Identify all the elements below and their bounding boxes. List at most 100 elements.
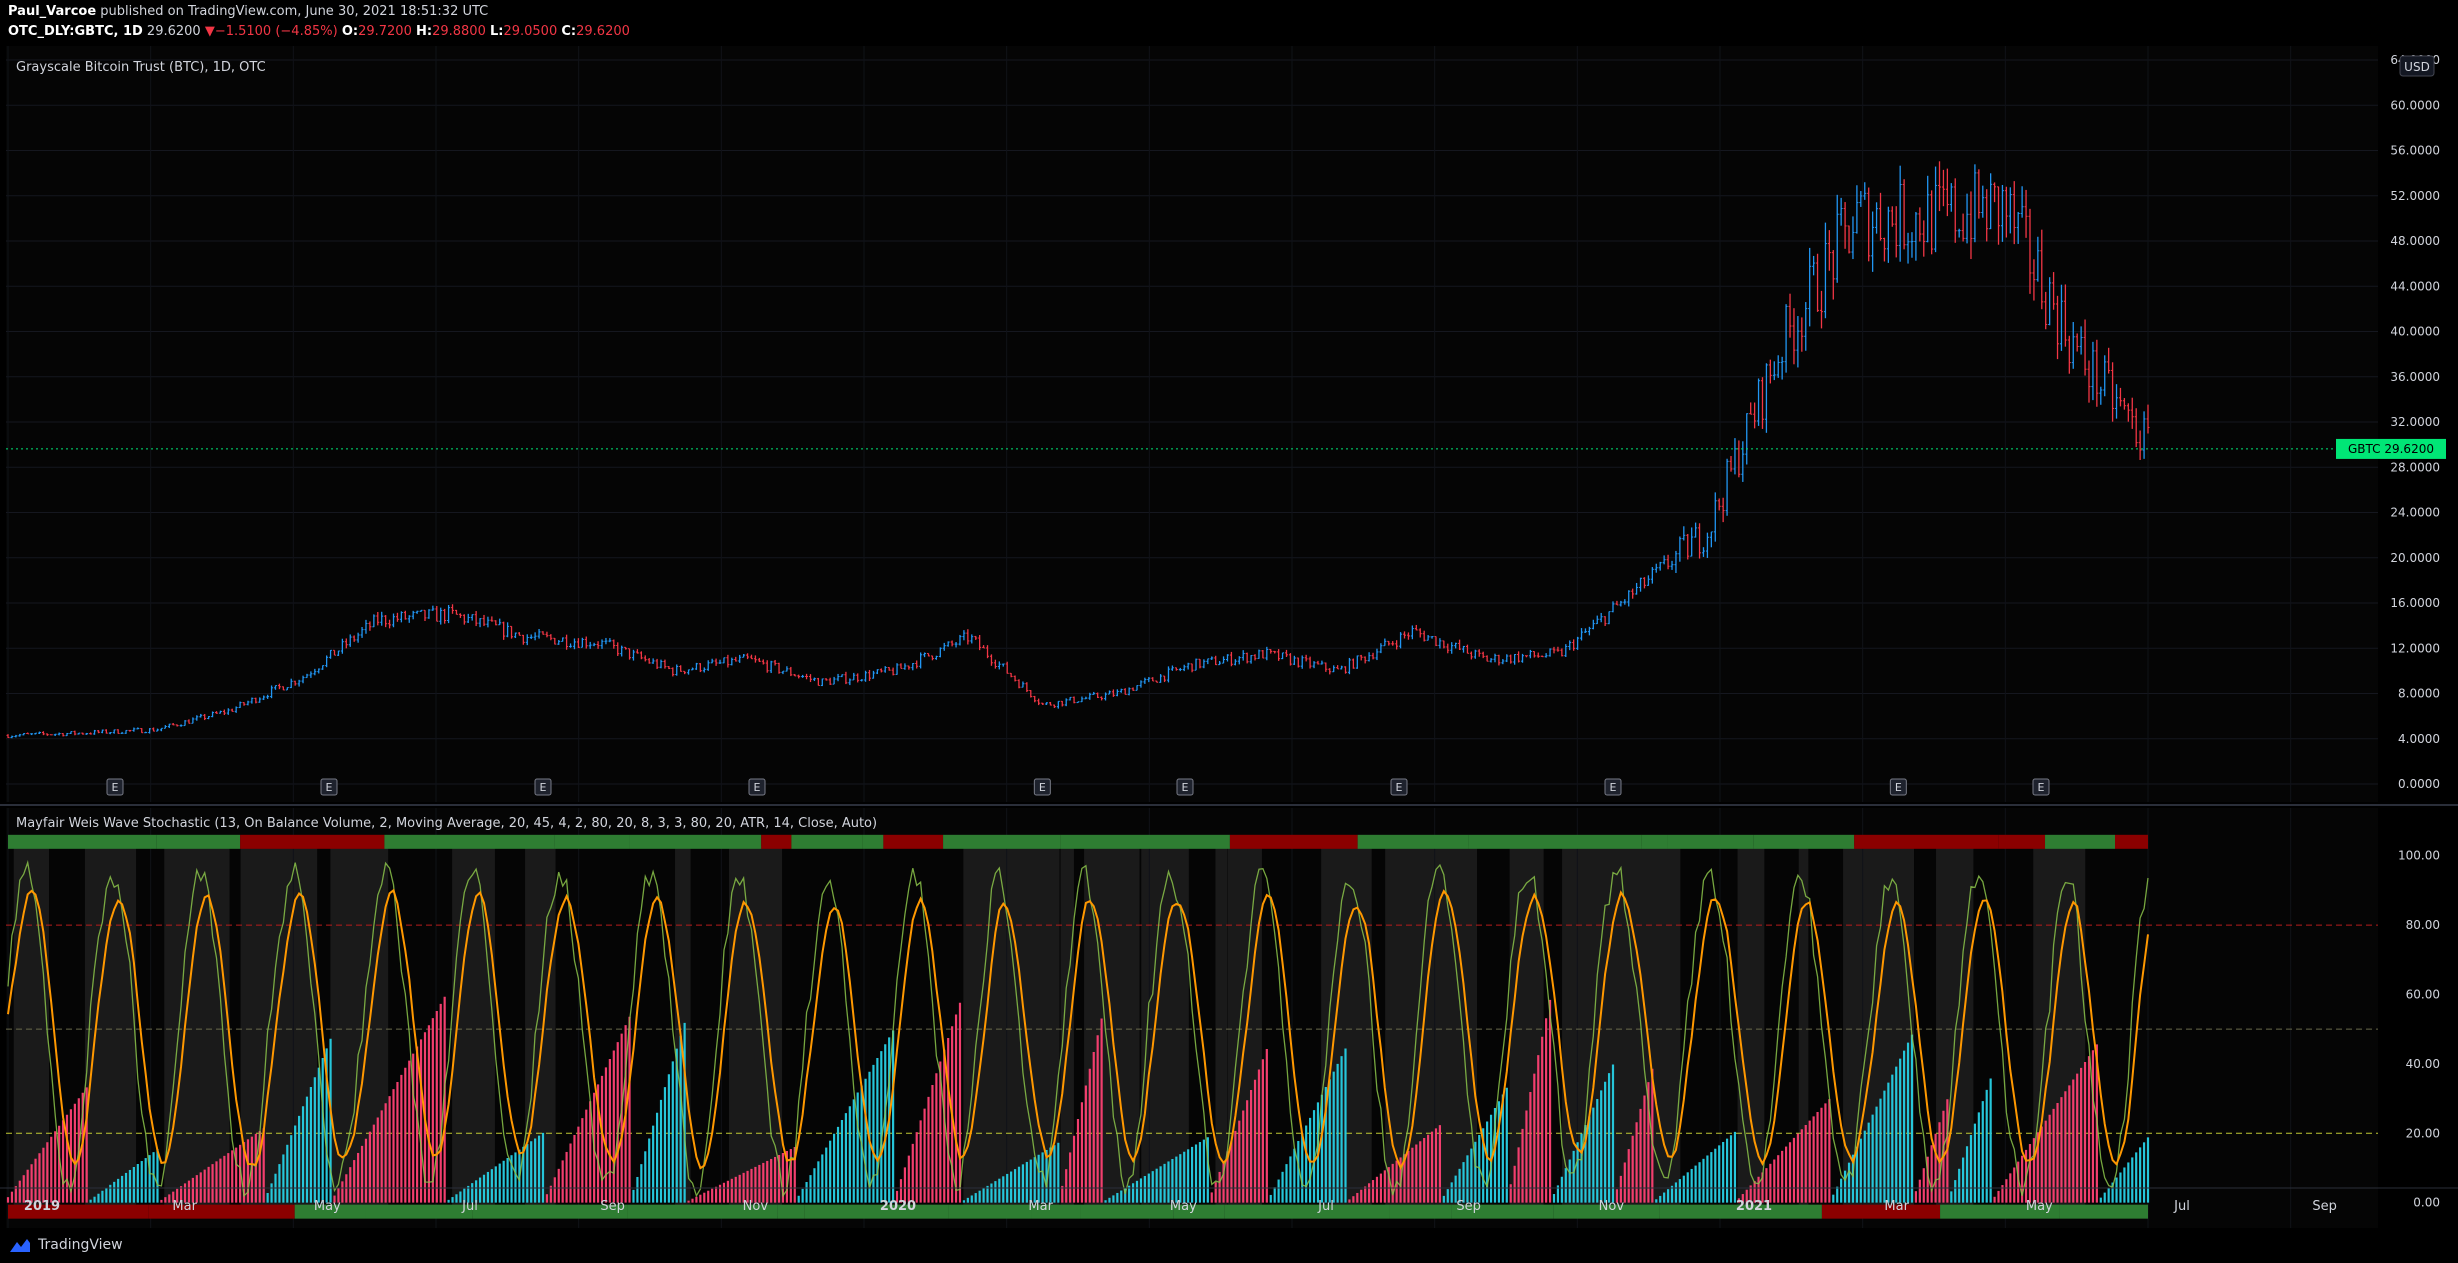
stochastic-lines <box>7 860 2149 1198</box>
indicator-tick-label: 0.00 <box>2413 1196 2440 1210</box>
price-grid <box>6 46 2378 802</box>
signal-band-segment <box>804 1204 949 1219</box>
signal-band-segment <box>1451 1204 1554 1219</box>
indicator-pane[interactable]: Mayfair Weis Wave Stochastic (13, On Bal… <box>6 808 2378 1228</box>
earnings-box <box>106 778 124 796</box>
earnings-box <box>534 778 552 796</box>
earnings-box <box>1604 778 1622 796</box>
currency-badge[interactable]: USD <box>2399 55 2435 77</box>
signal-band-segment <box>1753 834 1855 849</box>
signal-band-segment <box>554 834 630 849</box>
symbol-label[interactable]: OTC_DLY:GBTC, 1D <box>8 24 143 39</box>
time-tick-label: May <box>1170 1199 1197 1214</box>
footer: TradingView <box>0 1228 2458 1263</box>
earnings-marker: E <box>1176 778 1194 796</box>
price-tick-label: 0.0000 <box>2398 777 2440 791</box>
earnings-box <box>748 778 766 796</box>
signal-band-segment <box>1641 834 1668 849</box>
earnings-label: E <box>326 781 333 794</box>
signal-band-segment <box>777 1204 805 1219</box>
earnings-box <box>1033 778 1051 796</box>
signal-band-segment <box>2115 834 2148 849</box>
signal-band-segment <box>1389 1204 1452 1219</box>
earnings-marker: E <box>1889 778 1907 796</box>
indicator-tick-label: 60.00 <box>2406 987 2440 1001</box>
signal-band-segment <box>1060 834 1230 849</box>
signal-band-segment <box>1821 1204 1941 1219</box>
chart-header: Paul_Varcoe published on TradingView.com… <box>0 0 2458 46</box>
indicator-axis[interactable]: 0.00 20.00 40.00 60.00 80.00 100.00 <box>2398 849 2440 1210</box>
signal-band-segment <box>1080 1204 1174 1219</box>
price-tick-label: 20.0000 <box>2390 551 2440 565</box>
time-axis[interactable]: 2019 Mar May Jul Sep Nov 2020 Mar May Jul Sep Nov 20… <box>24 1199 2337 1214</box>
shade-block <box>330 846 389 1216</box>
price-tick-label: 56.0000 <box>2390 144 2440 158</box>
price-tick-label: 32.0000 <box>2390 415 2440 429</box>
signal-band-segment <box>862 834 884 849</box>
signal-band-segment <box>365 1204 473 1219</box>
earnings-marker: E <box>2032 778 2050 796</box>
signal-band-segment <box>8 834 157 849</box>
signal-band-segment <box>1357 834 1469 849</box>
last-price: 29.6200 <box>146 24 201 39</box>
signal-band-segment <box>472 1204 628 1219</box>
signal-bands <box>8 834 2148 1219</box>
signal-band-segment <box>1173 1204 1225 1219</box>
earnings-marker: E <box>748 778 766 796</box>
shade-block <box>728 846 783 1216</box>
indicator-tick-label: 80.00 <box>2406 918 2440 932</box>
price-tick-label: 44.0000 <box>2390 279 2440 293</box>
earnings-label: E <box>112 781 119 794</box>
price-tick-label: 12.0000 <box>2390 641 2440 655</box>
earnings-label: E <box>1039 781 1046 794</box>
signal-band-segment <box>148 1204 295 1219</box>
stochastic-d-line <box>7 888 2149 1171</box>
signal-band-segment <box>2059 1204 2148 1219</box>
low-label: L: <box>489 24 504 39</box>
price-change: −1.5100 (−4.85%) <box>214 24 338 39</box>
indicator-tick-label: 40.00 <box>2406 1057 2440 1071</box>
close-label: C: <box>561 24 577 39</box>
chart-canvas[interactable]: E E E E E E E E E E Grayscale Bitcoin Trust (BTC)… <box>0 46 2458 1228</box>
signal-band-segment <box>1468 834 1642 849</box>
high-label: H: <box>415 24 433 39</box>
signal-band-segment <box>1940 1204 2060 1219</box>
earnings-marker: E <box>1033 778 1051 796</box>
earnings-marker: E <box>320 778 338 796</box>
stochastic-k-line <box>7 860 2149 1198</box>
earnings-label: E <box>1610 781 1617 794</box>
earnings-marker: E <box>106 778 124 796</box>
earnings-box <box>1889 778 1907 796</box>
price-tick-label: 36.0000 <box>2390 370 2440 384</box>
signal-band-segment <box>883 834 944 849</box>
signal-band-segment <box>761 834 792 849</box>
signal-band-segment <box>294 1204 366 1219</box>
signal-band-segment <box>1659 1204 1822 1219</box>
earnings-box <box>1390 778 1408 796</box>
shade-block <box>675 846 691 1216</box>
earnings-box <box>2032 778 2050 796</box>
author-name[interactable]: Paul_Varcoe <box>8 4 97 19</box>
earnings-label: E <box>1895 781 1902 794</box>
open-value: 29.7200 <box>358 24 412 39</box>
signal-band-segment <box>948 1204 1032 1219</box>
currency-label: USD <box>2404 60 2430 74</box>
earnings-marker: E <box>534 778 552 796</box>
shade-block <box>452 846 495 1216</box>
symbol-line: OTC_DLY:GBTC, 1D 29.6200 ▼−1.5100 (−4.85… <box>8 24 630 39</box>
price-pane[interactable]: E E E E E E E E E E Grayscale Bitcoin Trust (BTC)… <box>6 46 2378 802</box>
high-value: 29.8800 <box>432 24 486 39</box>
time-tick-label: Sep <box>600 1199 625 1214</box>
shade-block <box>1737 846 1765 1216</box>
tradingview-logo-icon[interactable] <box>8 1236 32 1254</box>
earnings-label: E <box>1396 781 1403 794</box>
price-axis[interactable]: 0.0000 4.0000 8.0000 12.0000 16.0000 20.0000 2… <box>2390 53 2440 791</box>
price-tick-label: 24.0000 <box>2390 506 2440 520</box>
brand-label[interactable]: TradingView <box>38 1237 123 1253</box>
shade-block <box>285 846 318 1216</box>
earnings-label: E <box>754 781 761 794</box>
shade-block <box>1143 846 1189 1216</box>
signal-band-segment <box>156 834 241 849</box>
earnings-box <box>1176 778 1194 796</box>
